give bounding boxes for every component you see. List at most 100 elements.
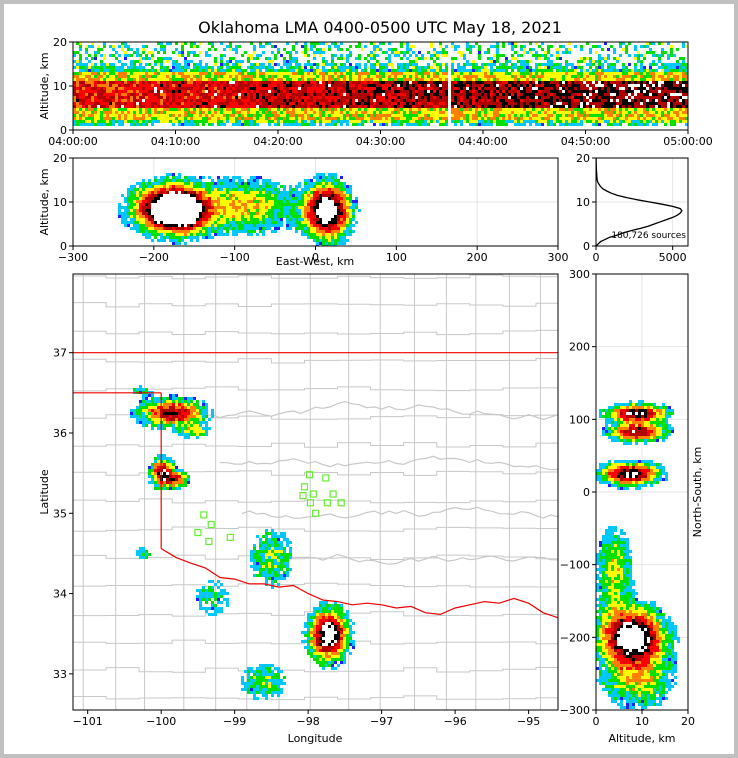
density-cell <box>157 81 160 84</box>
density-cell <box>583 117 586 120</box>
density-cell <box>463 114 466 117</box>
density-cell <box>661 102 664 105</box>
density-cell <box>370 90 373 93</box>
density-cell <box>238 117 241 120</box>
density-cell <box>301 96 304 99</box>
density-cell <box>145 96 148 99</box>
density-cell <box>646 102 649 105</box>
density-cell <box>676 114 679 117</box>
density-cell <box>370 42 373 45</box>
density-cell <box>154 182 157 185</box>
density-cell <box>91 108 94 111</box>
density-cell <box>280 102 283 105</box>
density-cell <box>289 81 292 84</box>
density-cell <box>226 114 229 117</box>
density-cell <box>220 182 223 185</box>
density-cell <box>247 114 250 117</box>
density-cell <box>469 75 472 78</box>
density-cell <box>205 182 208 185</box>
density-cell <box>316 48 319 51</box>
density-cell <box>436 72 439 75</box>
density-cell <box>505 93 508 96</box>
density-cell <box>163 117 166 120</box>
density-cell <box>202 93 205 96</box>
density-cell <box>190 105 193 108</box>
density-cell <box>589 72 592 75</box>
density-cell <box>517 60 520 63</box>
density-cell <box>283 111 286 114</box>
density-cell <box>502 93 505 96</box>
density-cell <box>385 90 388 93</box>
density-cell <box>190 93 193 96</box>
density-cell <box>652 63 655 66</box>
density-cell <box>424 72 427 75</box>
density-cell <box>400 87 403 90</box>
density-cell <box>595 45 598 48</box>
density-cell <box>655 114 658 117</box>
density-cell <box>205 63 208 66</box>
density-cell <box>430 96 433 99</box>
density-cell <box>133 102 136 105</box>
density-cell <box>490 123 493 126</box>
density-cell <box>256 111 259 114</box>
density-cell <box>682 87 685 90</box>
density-cell <box>610 84 613 87</box>
density-cell <box>289 57 292 60</box>
density-cell <box>151 84 154 87</box>
density-cell <box>280 75 283 78</box>
density-cell <box>136 182 139 185</box>
density-cell <box>127 114 130 117</box>
density-cell <box>682 90 685 93</box>
density-cell <box>139 185 142 188</box>
density-cell <box>319 48 322 51</box>
density-cell <box>208 108 211 111</box>
density-cell <box>523 117 526 120</box>
density-cell <box>382 90 385 93</box>
density-cell <box>289 96 292 99</box>
density-cell <box>319 87 322 90</box>
density-cell <box>178 51 181 54</box>
density-cell <box>202 87 205 90</box>
density-cell <box>520 72 523 75</box>
density-cell <box>316 179 319 182</box>
density-cell <box>196 45 199 48</box>
density-cell <box>481 93 484 96</box>
density-cell <box>577 84 580 87</box>
density-cell <box>298 114 301 117</box>
density-cell <box>124 111 127 114</box>
density-cell <box>580 93 583 96</box>
density-cell <box>415 99 418 102</box>
density-cell <box>85 102 88 105</box>
density-cell <box>412 99 415 102</box>
density-cell <box>526 96 529 99</box>
density-cell <box>601 63 604 66</box>
density-cell <box>523 63 526 66</box>
density-cell <box>148 105 151 108</box>
density-cell <box>577 72 580 75</box>
density-cell <box>517 117 520 120</box>
density-cell <box>547 75 550 78</box>
density-cell <box>244 182 247 185</box>
density-cell <box>640 96 643 99</box>
density-cell <box>364 45 367 48</box>
density-cell <box>436 120 439 123</box>
density-cell <box>370 93 373 96</box>
density-cell <box>202 105 205 108</box>
density-cell <box>244 51 247 54</box>
density-cell <box>148 81 151 84</box>
density-cell <box>238 120 241 123</box>
density-cell <box>325 69 328 72</box>
density-cell <box>175 87 178 90</box>
density-cell <box>157 96 160 99</box>
density-cell <box>250 99 253 102</box>
density-cell <box>205 185 208 188</box>
density-cell <box>103 96 106 99</box>
density-cell <box>160 108 163 111</box>
density-cell <box>646 78 649 81</box>
density-cell <box>607 114 610 117</box>
density-cell <box>223 182 226 185</box>
density-cell <box>259 96 262 99</box>
density-cell <box>391 111 394 114</box>
density-cell <box>265 111 268 114</box>
density-cell <box>373 66 376 69</box>
